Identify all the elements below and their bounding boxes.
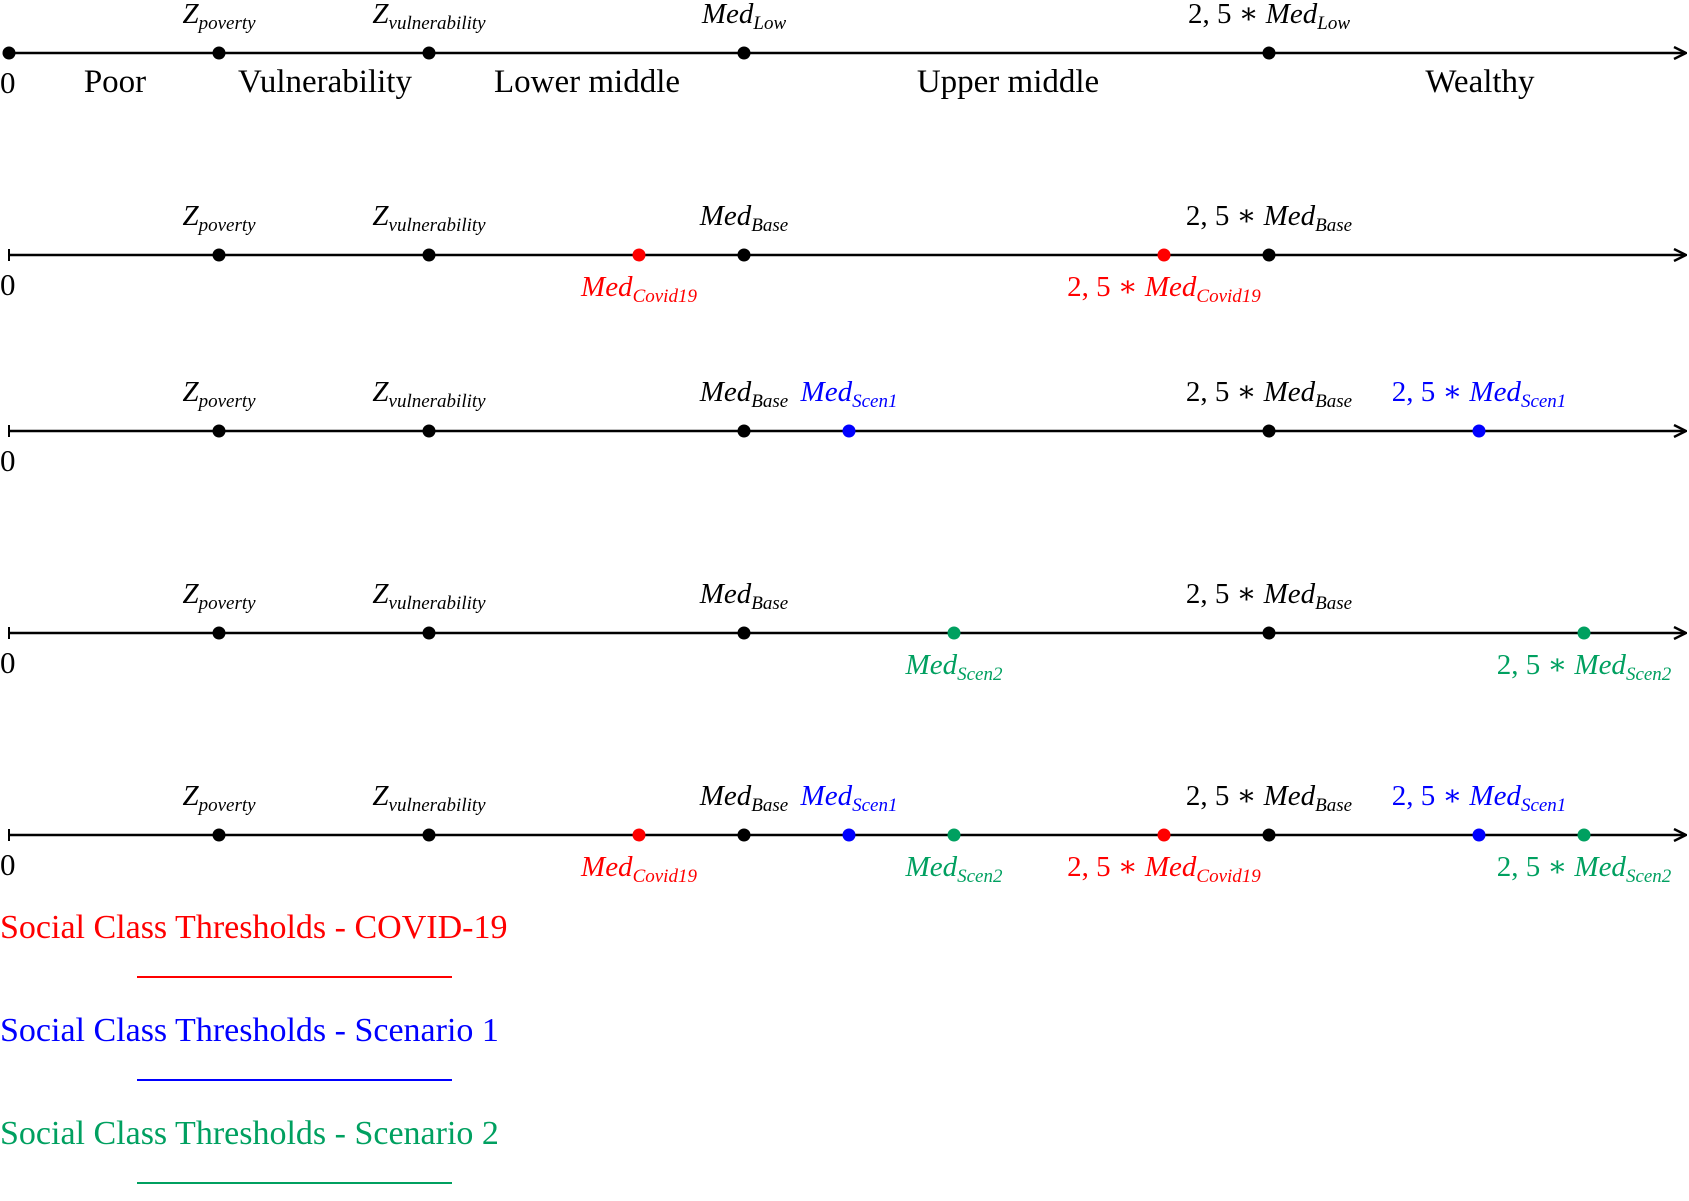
threshold-label: MedCovid19 [580,851,697,887]
threshold-point [1577,626,1591,640]
zero-label: 0 [0,645,16,680]
threshold-label: 2, 5 ∗ MedScen2 [1497,649,1672,685]
threshold-point [737,828,751,842]
threshold-point [422,828,436,842]
threshold-label: Zpoverty [182,578,256,614]
threshold-label: Zvulnerability [372,578,486,614]
threshold-label: 2, 5 ∗ MedBase [1186,376,1352,412]
legend-entry: Social Class Thresholds - Scenario 2 [0,1115,499,1152]
threshold-label: MedBase [699,780,788,816]
threshold-point [947,828,961,842]
threshold-point [947,626,961,640]
threshold-point [212,46,226,60]
threshold-point [842,424,856,438]
legend-line [137,976,452,978]
threshold-label: MedBase [699,578,788,614]
class-label-upper-middle: Upper middle [917,64,1099,100]
threshold-point [422,424,436,438]
threshold-label: MedBase [699,200,788,236]
threshold-label: 2, 5 ∗ MedLow [1188,0,1350,34]
threshold-label: Zvulnerability [372,200,486,236]
threshold-point [1262,626,1276,640]
threshold-label: 2, 5 ∗ MedScen2 [1497,851,1672,887]
class-label-wealthy: Wealthy [1425,64,1535,100]
threshold-point [422,46,436,60]
threshold-point [2,46,16,60]
axis-2: 0 Zpoverty Zvulnerability MedCovid19MedBase… [0,200,1685,307]
threshold-point [212,828,226,842]
threshold-point [1157,828,1171,842]
threshold-label: 2, 5 ∗ MedBase [1186,578,1352,614]
threshold-label: 2, 5 ∗ MedScen1 [1392,376,1567,412]
threshold-label: MedBase [699,376,788,412]
threshold-label: 2, 5 ∗ MedBase [1186,780,1352,816]
class-label-lower-middle: Lower middle [494,64,680,100]
threshold-point [842,828,856,842]
threshold-label: Zvulnerability [372,780,486,816]
threshold-point [1472,424,1486,438]
threshold-label: Zpoverty [182,200,256,236]
threshold-label: Zvulnerability [372,376,486,412]
axis-5: 0 Zpoverty Zvulnerability MedCovid19MedBase… [0,780,1685,887]
threshold-point [1262,424,1276,438]
legend-line [137,1182,452,1184]
threshold-point [1262,248,1276,262]
threshold-point [737,626,751,640]
threshold-point [1472,828,1486,842]
threshold-point [632,248,646,262]
threshold-point [737,424,751,438]
threshold-label: 2, 5 ∗ MedBase [1186,200,1352,236]
threshold-label: MedCovid19 [580,271,697,307]
legend-entry: Social Class Thresholds - COVID-19 [0,909,508,946]
threshold-label: 2, 5 ∗ MedCovid19 [1067,851,1261,887]
threshold-point [1157,248,1171,262]
threshold-label: Zpoverty [182,780,256,816]
threshold-label: MedScen1 [800,780,898,816]
threshold-label: MedScen2 [905,649,1003,685]
threshold-point [737,248,751,262]
legend-entry: Social Class Thresholds - Scenario 1 [0,1012,499,1049]
threshold-label: MedScen1 [800,376,898,412]
threshold-label: Zvulnerability [372,0,486,34]
class-label-poor: Poor [84,64,146,100]
threshold-point [1262,46,1276,60]
threshold-point [212,248,226,262]
legend-line [137,1079,452,1081]
threshold-point [422,626,436,640]
threshold-label: 2, 5 ∗ MedCovid19 [1067,271,1261,307]
threshold-point [737,46,751,60]
zero-label: 0 [0,443,16,478]
threshold-label: Zpoverty [182,376,256,412]
threshold-label: MedScen2 [905,851,1003,887]
axis-3: 0 Zpoverty Zvulnerability MedBase MedScen1 2,… [0,376,1685,478]
threshold-label: Zpoverty [182,0,256,34]
axis-1: 0 Poor Vulnerability Lower middle Upper midd… [0,0,1685,100]
threshold-point [212,424,226,438]
threshold-label: 2, 5 ∗ MedScen1 [1392,780,1567,816]
threshold-point [422,248,436,262]
threshold-point [632,828,646,842]
threshold-label: MedLow [701,0,787,34]
zero-label: 0 [0,267,16,302]
threshold-point [1262,828,1276,842]
threshold-point [1577,828,1591,842]
zero-label: 0 [0,847,16,882]
threshold-point [212,626,226,640]
zero-label: 0 [0,65,16,100]
axis-4: 0 Zpoverty Zvulnerability MedBase MedScen2 2,… [0,578,1685,685]
class-label-vulnerability: Vulnerability [238,64,412,100]
